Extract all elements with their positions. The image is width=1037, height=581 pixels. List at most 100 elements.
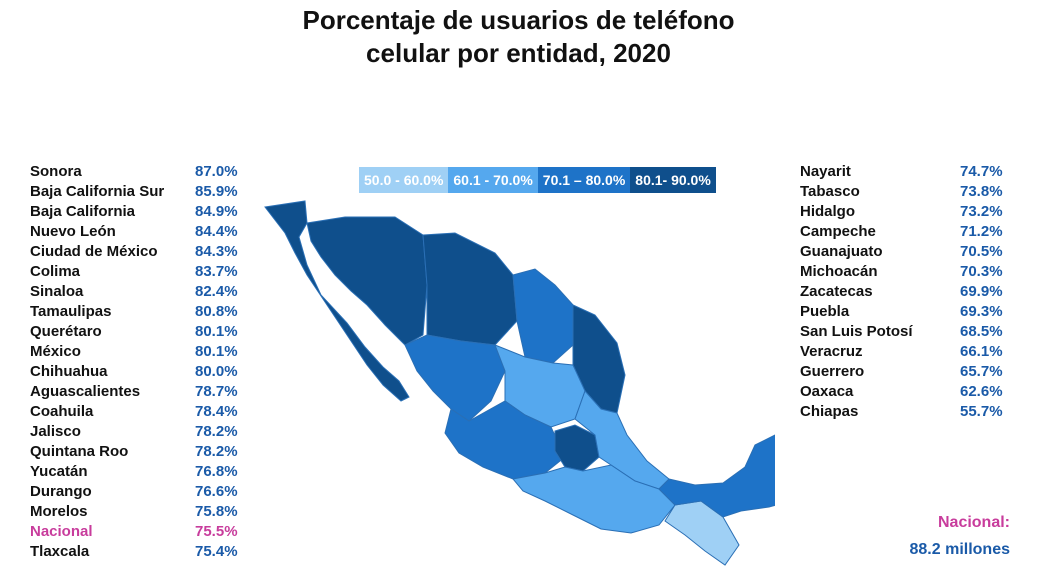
state-name: Durango xyxy=(30,483,92,500)
state-value: 78.4% xyxy=(195,403,238,420)
national-total-value: 88.2 millones xyxy=(909,541,1011,558)
state-row: Chihuahua 80.0% xyxy=(30,362,250,382)
state-name: Yucatán xyxy=(30,463,88,480)
state-value: 80.1% xyxy=(195,343,238,360)
state-name: Querétaro xyxy=(30,323,102,340)
state-name: Tlaxcala xyxy=(30,543,90,560)
state-value: 65.7% xyxy=(960,363,1003,380)
state-row: Chiapas 55.7% xyxy=(800,402,1020,422)
mexico-map xyxy=(264,200,775,566)
legend-item: 70.1 – 80.0% xyxy=(537,167,631,193)
state-row: Zacatecas 69.9% xyxy=(800,282,1020,302)
state-value: 84.9% xyxy=(195,203,238,220)
state-value: 74.7% xyxy=(960,163,1003,180)
state-name: Hidalgo xyxy=(800,203,855,220)
state-name: Oaxaca xyxy=(800,383,854,400)
state-name: Quintana Roo xyxy=(30,443,129,460)
state-name: Sonora xyxy=(30,163,82,180)
state-row: Tlaxcala 75.4% xyxy=(30,542,250,562)
state-row: Nacional 75.5% xyxy=(30,522,250,542)
state-list-left: Sonora 87.0% Baja California Sur 85.9% Baja … xyxy=(30,162,250,562)
color-legend: 50.0 - 60.0% 60.1 - 70.0% 70.1 – 80.0% 80.1… xyxy=(359,167,716,193)
state-name: Baja California Sur xyxy=(30,183,165,200)
state-name: Nayarit xyxy=(800,163,851,180)
map-region-yucatan-peninsula xyxy=(658,434,775,518)
map-region-coahuila xyxy=(512,268,574,364)
state-value: 78.2% xyxy=(195,443,238,460)
state-row: Nayarit 74.7% xyxy=(800,162,1020,182)
state-name: Nuevo León xyxy=(30,223,116,240)
state-name: Veracruz xyxy=(800,343,863,360)
state-row: Aguascalientes 78.7% xyxy=(30,382,250,402)
state-row: San Luis Potosí 68.5% xyxy=(800,322,1020,342)
legend-item: 50.0 - 60.0% xyxy=(359,167,449,193)
state-name: Puebla xyxy=(800,303,850,320)
state-value: 78.7% xyxy=(195,383,238,400)
state-value: 71.2% xyxy=(960,223,1003,240)
state-value: 73.2% xyxy=(960,203,1003,220)
state-list-right: Nayarit 74.7% Tabasco 73.8% Hidalgo 73.2% Camp… xyxy=(800,162,1020,422)
state-value: 75.5% xyxy=(195,523,238,540)
state-name: Michoacán xyxy=(800,263,878,280)
state-value: 80.1% xyxy=(195,323,238,340)
state-name: Nacional xyxy=(30,523,93,540)
state-name: Campeche xyxy=(800,223,876,240)
legend-item: 80.1- 90.0% xyxy=(630,167,716,193)
state-value: 69.3% xyxy=(960,303,1003,320)
state-value: 55.7% xyxy=(960,403,1003,420)
state-row: Tamaulipas 80.8% xyxy=(30,302,250,322)
state-value: 87.0% xyxy=(195,163,238,180)
state-name: Coahuila xyxy=(30,403,94,420)
state-row: Durango 76.6% xyxy=(30,482,250,502)
state-name: Jalisco xyxy=(30,423,81,440)
map-region-sinaloa-durango xyxy=(404,334,506,422)
title-line-2: celular por entidad, 2020 xyxy=(366,38,671,68)
legend-item: 60.1 - 70.0% xyxy=(448,167,538,193)
state-row: Campeche 71.2% xyxy=(800,222,1020,242)
map-region-sonora xyxy=(306,216,428,346)
state-value: 76.6% xyxy=(195,483,238,500)
state-name: Guerrero xyxy=(800,363,865,380)
state-name: Colima xyxy=(30,263,81,280)
state-row: Nuevo León 84.4% xyxy=(30,222,250,242)
state-value: 68.5% xyxy=(960,323,1003,340)
state-row: Morelos 75.8% xyxy=(30,502,250,522)
state-name: Aguascalientes xyxy=(30,383,141,400)
map-region-chihuahua xyxy=(422,232,518,346)
state-name: Zacatecas xyxy=(800,283,873,300)
state-value: 76.8% xyxy=(195,463,238,480)
state-row: Quintana Roo 78.2% xyxy=(30,442,250,462)
state-value: 70.5% xyxy=(960,243,1003,260)
state-row: Baja California 84.9% xyxy=(30,202,250,222)
state-name: Sinaloa xyxy=(30,283,84,300)
map-region-central-states xyxy=(554,424,600,472)
state-name: Tamaulipas xyxy=(30,303,112,320)
state-row: México 80.1% xyxy=(30,342,250,362)
chart-title: Porcentaje de usuarios de teléfono celul… xyxy=(0,4,1037,70)
state-row: Sonora 87.0% xyxy=(30,162,250,182)
state-row: Baja California Sur 85.9% xyxy=(30,182,250,202)
national-total-label: Nacional: xyxy=(937,514,1010,531)
state-row: Jalisco 78.2% xyxy=(30,422,250,442)
state-row: Sinaloa 82.4% xyxy=(30,282,250,302)
state-value: 75.4% xyxy=(195,543,238,560)
state-row: Michoacán 70.3% xyxy=(800,262,1020,282)
state-name: Chihuahua xyxy=(30,363,108,380)
state-row: Yucatán 76.8% xyxy=(30,462,250,482)
state-value: 82.4% xyxy=(195,283,238,300)
state-value: 75.8% xyxy=(195,503,238,520)
state-row: Querétaro 80.1% xyxy=(30,322,250,342)
state-row: Oaxaca 62.6% xyxy=(800,382,1020,402)
state-row: Ciudad de México 84.3% xyxy=(30,242,250,262)
state-value: 84.3% xyxy=(195,243,238,260)
state-row: Guerrero 65.7% xyxy=(800,362,1020,382)
map-region-jalisco-michoacan xyxy=(444,400,566,480)
state-name: México xyxy=(30,343,81,360)
state-value: 73.8% xyxy=(960,183,1003,200)
title-line-1: Porcentaje de usuarios de teléfono xyxy=(302,5,735,35)
state-row: Colima 83.7% xyxy=(30,262,250,282)
state-value: 84.4% xyxy=(195,223,238,240)
state-row: Guanajuato 70.5% xyxy=(800,242,1020,262)
state-value: 78.2% xyxy=(195,423,238,440)
state-row: Tabasco 73.8% xyxy=(800,182,1020,202)
